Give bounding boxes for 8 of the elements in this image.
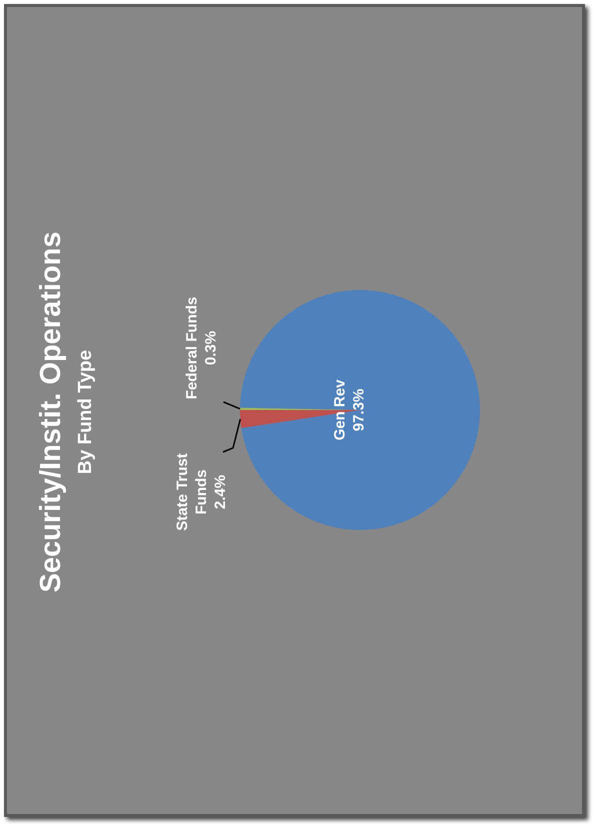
slice-label: Federal Funds xyxy=(184,296,201,400)
text: Security/Instit. Operations xyxy=(35,232,67,592)
text: By Fund Type xyxy=(75,350,96,474)
data-label: 97.3% xyxy=(350,388,368,432)
data-label: 0.3% xyxy=(202,330,220,366)
slice-label: Gen Rev xyxy=(332,378,349,440)
data-label: 2.4% xyxy=(212,474,230,510)
slice-label: State Trust Funds xyxy=(174,453,210,531)
